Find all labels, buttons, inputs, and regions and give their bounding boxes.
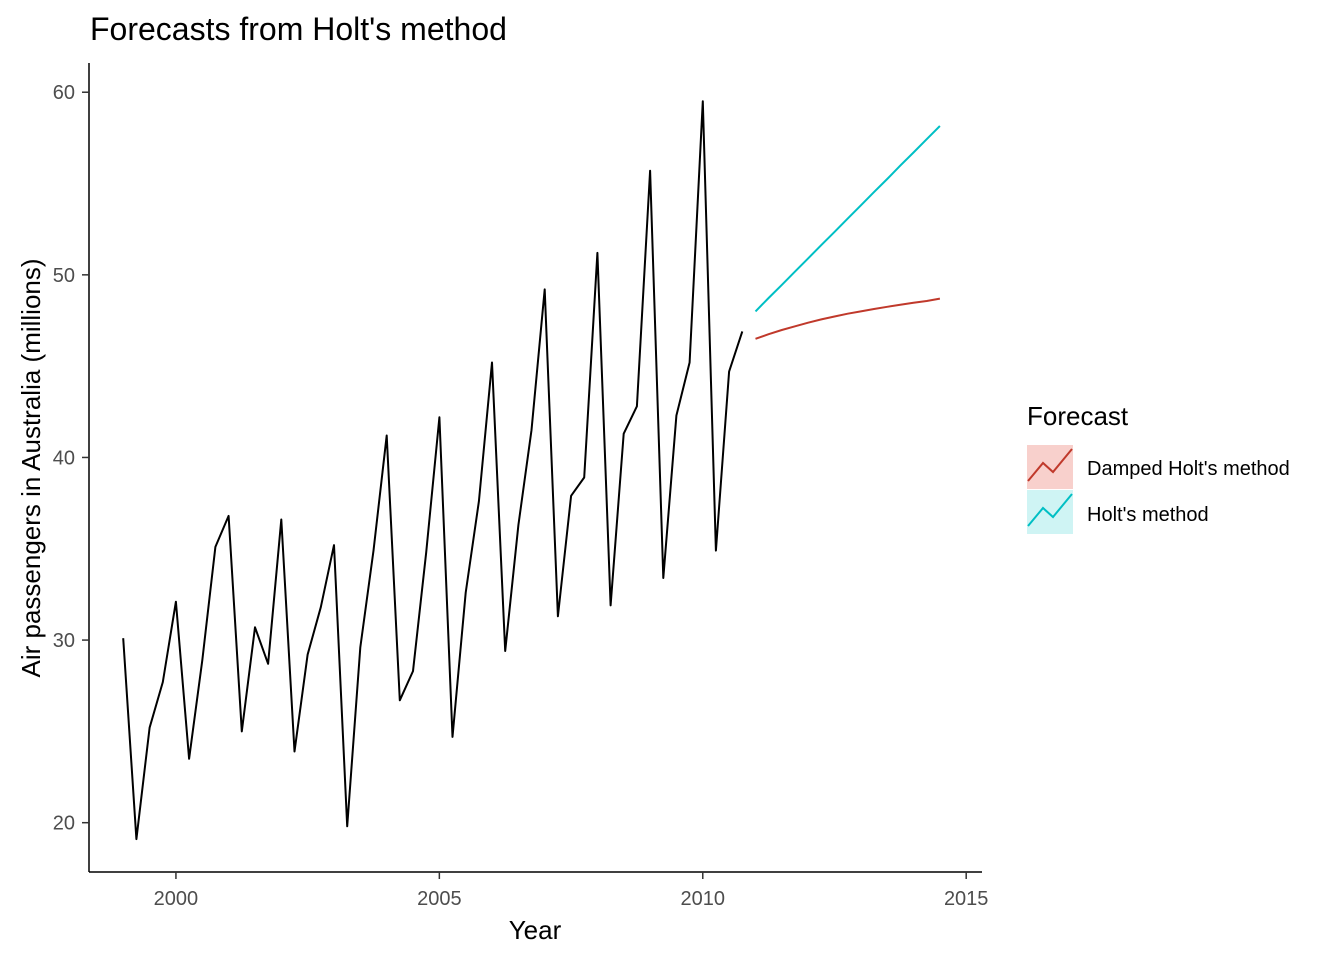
observed-series-line <box>122 100 744 841</box>
holt-forecast-line <box>754 125 941 313</box>
y-tick-label: 60 <box>53 82 75 104</box>
legend-line-holt-icon <box>1027 493 1073 527</box>
x-tick-label: 2015 <box>944 888 989 910</box>
y-tick-label: 30 <box>53 630 75 652</box>
legend-label-holt: Holt's method <box>1087 504 1209 526</box>
x-tick-label: 2005 <box>417 888 462 910</box>
y-ticks: 20 30 40 50 60 <box>53 82 89 835</box>
y-tick-label: 50 <box>53 265 75 287</box>
y-tick-label: 40 <box>53 447 75 469</box>
x-axis-title: Year <box>509 915 562 945</box>
y-axis-title: Air passengers in Australia (millions) <box>16 258 46 677</box>
chart-title: Forecasts from Holt's method <box>90 11 507 47</box>
legend-item-damped: Damped Holt's method <box>1027 445 1290 489</box>
y-tick-label: 20 <box>53 813 75 835</box>
series-layer <box>122 100 941 841</box>
legend-label-damped: Damped Holt's method <box>1087 458 1290 480</box>
legend-swatch-holt <box>1027 490 1073 534</box>
damped-holt-forecast-line <box>755 297 941 340</box>
x-ticks: 2000 2005 2010 2015 <box>154 872 989 910</box>
legend: Forecast Damped Holt's method Holt's met… <box>1027 401 1290 534</box>
legend-swatch-damped <box>1027 445 1073 489</box>
x-tick-label: 2010 <box>681 888 726 910</box>
legend-title: Forecast <box>1027 401 1129 431</box>
x-tick-label: 2000 <box>154 888 199 910</box>
legend-item-holt: Holt's method <box>1027 490 1209 534</box>
legend-line-damped-icon <box>1027 448 1073 482</box>
